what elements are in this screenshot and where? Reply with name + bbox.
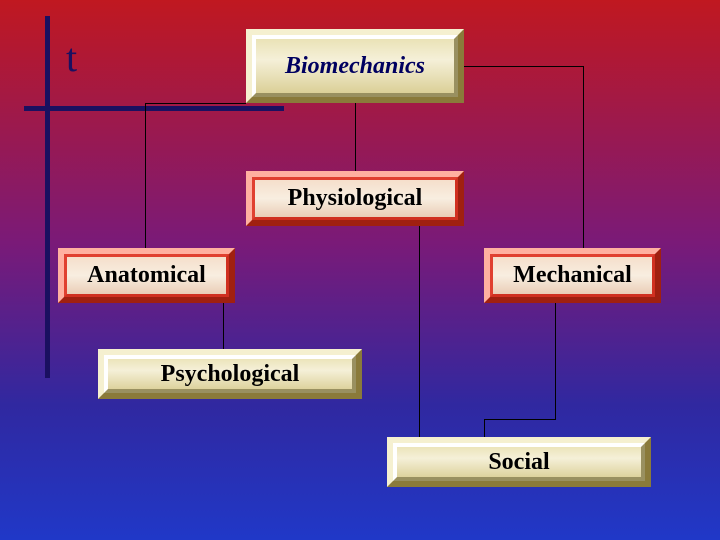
connector-line: [223, 338, 224, 349]
connector-line: [355, 103, 356, 171]
connector-line: [583, 66, 584, 248]
connector-line: [484, 419, 485, 437]
social-box-inner: Social: [393, 443, 645, 481]
biomechanics-box-inner: Biomechanics: [252, 35, 458, 97]
accent-vertical-bar: [45, 16, 50, 378]
connector-line: [484, 419, 556, 420]
anatomical-box: Anatomical: [58, 248, 235, 303]
biomechanics-box: Biomechanics: [246, 29, 464, 103]
physiological-label: Physiological: [288, 185, 423, 212]
title-stub-text: t: [66, 34, 77, 81]
psychological-label: Psychological: [161, 361, 300, 388]
connector-line: [145, 103, 246, 104]
connector-line: [223, 303, 224, 338]
connector-line: [145, 103, 146, 248]
psychological-box: Psychological: [98, 349, 362, 399]
mechanical-box: Mechanical: [484, 248, 661, 303]
biomechanics-label: Biomechanics: [285, 53, 425, 80]
physiological-box: Physiological: [246, 171, 464, 226]
accent-horizontal-bar: [24, 106, 284, 111]
psychological-box-inner: Psychological: [104, 355, 356, 393]
mechanical-box-inner: Mechanical: [490, 254, 655, 297]
connector-line: [419, 226, 420, 437]
anatomical-box-inner: Anatomical: [64, 254, 229, 297]
social-label: Social: [488, 449, 549, 476]
physiological-box-inner: Physiological: [252, 177, 458, 220]
mechanical-label: Mechanical: [513, 262, 632, 289]
social-box: Social: [387, 437, 651, 487]
anatomical-label: Anatomical: [87, 262, 206, 289]
connector-line: [464, 66, 584, 67]
connector-line: [555, 303, 556, 420]
